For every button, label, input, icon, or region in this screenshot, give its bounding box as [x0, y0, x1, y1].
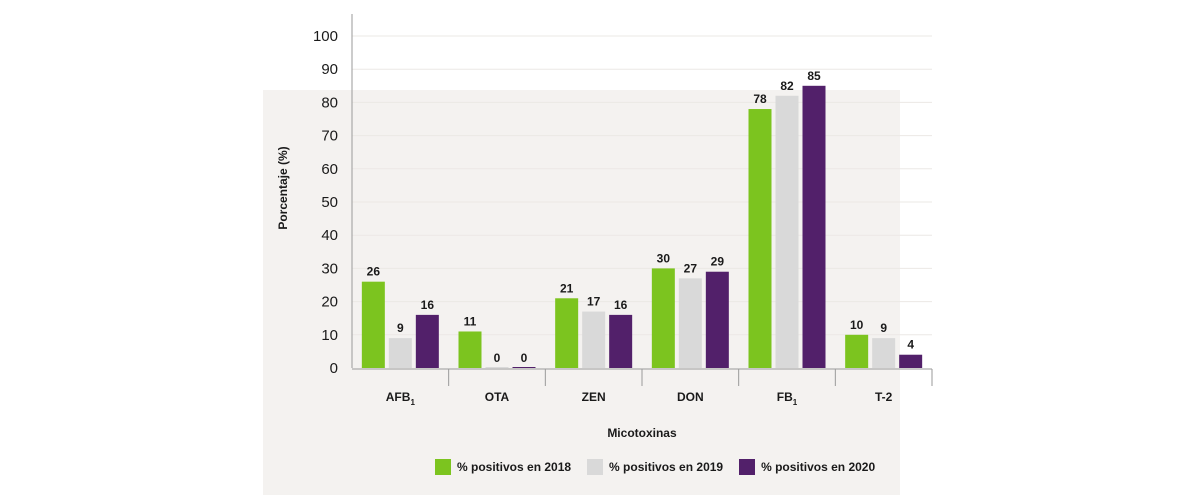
- legend-label-2019: % positivos en 2019: [609, 460, 724, 474]
- y-tick-label: 100: [313, 28, 338, 45]
- legend-item-2020: % positivos en 2020: [739, 459, 875, 475]
- bar-afb1-2: [415, 314, 439, 368]
- data-label: 17: [587, 295, 601, 309]
- data-label: 82: [780, 79, 794, 93]
- legend-swatch-2018: [435, 459, 451, 475]
- bar-ota-0: [458, 331, 482, 368]
- gridlines: [352, 35, 932, 336]
- data-label: 9: [880, 321, 887, 335]
- legend-item-2019: % positivos en 2019: [587, 459, 723, 475]
- x-tick-label: OTA: [485, 390, 510, 404]
- bar-don-0: [651, 268, 675, 368]
- y-axis-label: Porcentaje (%): [276, 146, 290, 229]
- bar-don-2: [705, 271, 729, 368]
- bar-fb1-2: [802, 85, 826, 369]
- y-tick-label: 70: [321, 128, 338, 145]
- bar-fb1-0: [748, 109, 772, 368]
- data-labels: 26 9 16 11 0 0 21 17 16 30 27 29 78 82 85 10 9 4: [367, 69, 915, 365]
- bar-afb1-0: [361, 281, 385, 368]
- x-tick-label: AFB1: [386, 390, 416, 407]
- bar-zen-1: [582, 311, 606, 368]
- data-label: 21: [560, 281, 574, 295]
- y-tick-label: 80: [321, 94, 338, 111]
- x-tick-label: ZEN: [582, 390, 606, 404]
- data-label: 0: [494, 351, 501, 365]
- y-tick-label: 10: [321, 327, 338, 344]
- legend-swatch-2020: [739, 459, 756, 475]
- x-tick-label: FB1: [777, 390, 798, 407]
- y-tick-label: 20: [321, 294, 338, 311]
- bar-t-2-1: [872, 338, 896, 368]
- legend-item-2018: % positivos en 2018: [435, 459, 571, 475]
- data-label: 27: [684, 261, 698, 275]
- bar-t-2-2: [899, 354, 923, 368]
- bar-zen-0: [555, 298, 579, 368]
- y-tick-label: 40: [321, 227, 338, 244]
- legend-label-2018: % positivos en 2018: [457, 460, 572, 474]
- data-label: 16: [614, 298, 628, 312]
- data-label: 30: [657, 251, 671, 265]
- bar-ota-2: [512, 367, 536, 368]
- data-label: 0: [521, 351, 528, 365]
- x-axis-label: Micotoxinas: [607, 426, 677, 440]
- y-tick-label: 60: [321, 161, 338, 178]
- bar-ota-1: [485, 367, 509, 368]
- data-label: 4: [907, 338, 914, 352]
- y-tick-label: 90: [321, 61, 338, 78]
- bars: [361, 85, 923, 369]
- x-tick-label: DON: [677, 390, 704, 404]
- data-label: 85: [807, 69, 821, 83]
- data-label: 29: [711, 255, 725, 269]
- x-tick-label: T-2: [875, 390, 893, 404]
- legend-label-2020: % positivos en 2020: [761, 460, 876, 474]
- data-label: 16: [421, 298, 435, 312]
- bar-fb1-1: [775, 95, 799, 368]
- data-label: 26: [367, 265, 381, 279]
- y-tick-label: 50: [321, 194, 338, 211]
- data-label: 78: [753, 92, 767, 106]
- legend-swatch-2019: [587, 459, 604, 475]
- data-label: 9: [397, 321, 404, 335]
- bar-t-2-0: [845, 334, 869, 368]
- legend: % positivos en 2018 % positivos en 2019 …: [435, 459, 875, 475]
- y-tick-label: 0: [330, 360, 338, 377]
- bar-zen-2: [609, 314, 633, 368]
- data-label: 10: [850, 318, 864, 332]
- y-tick-label: 30: [321, 260, 338, 277]
- bar-afb1-1: [388, 338, 412, 368]
- bar-don-1: [678, 278, 702, 368]
- data-label: 11: [464, 314, 477, 328]
